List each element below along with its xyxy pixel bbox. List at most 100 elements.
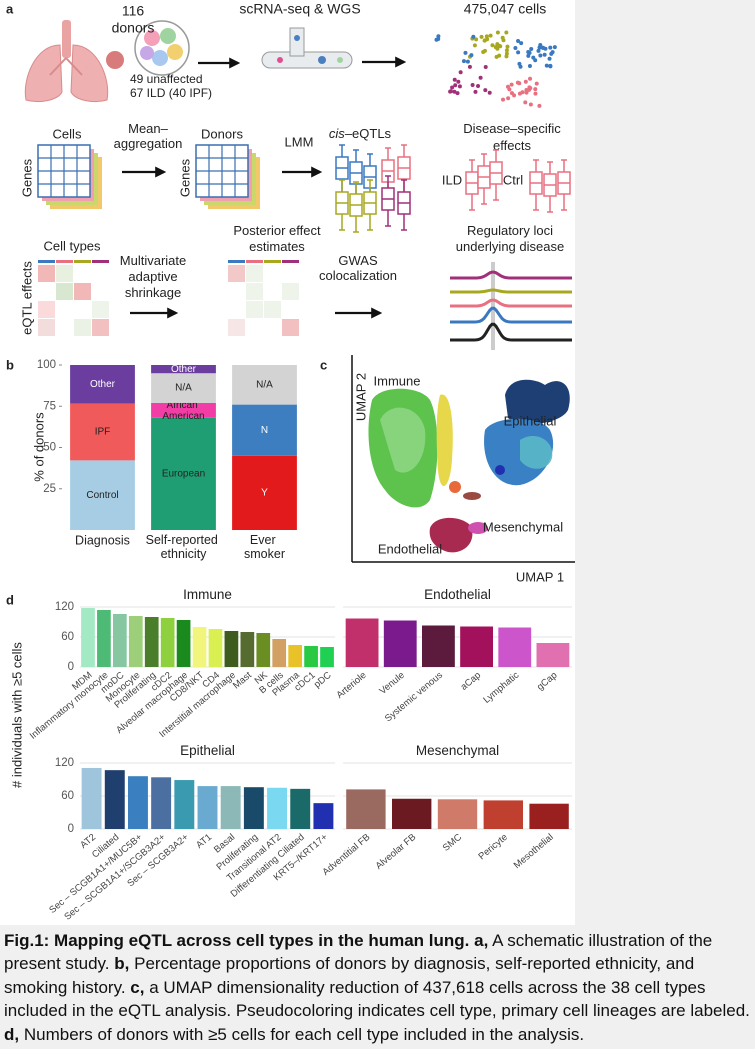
cluster bbox=[436, 394, 453, 487]
cell-dot bbox=[524, 88, 529, 93]
y-tick-label: 0 bbox=[68, 823, 74, 835]
cell-dot bbox=[523, 79, 528, 84]
track bbox=[450, 306, 572, 324]
tube bbox=[289, 27, 305, 57]
tube bbox=[261, 51, 353, 69]
text: Disease–specific effects bbox=[463, 121, 561, 153]
segment-label: IPF bbox=[95, 427, 111, 438]
y-tick-label: 60 bbox=[61, 631, 74, 643]
cell-dot bbox=[453, 83, 458, 88]
boxplot bbox=[335, 179, 349, 231]
text: 67 ILD (40 IPF) bbox=[130, 86, 212, 100]
cell bbox=[160, 28, 176, 44]
bar bbox=[208, 629, 223, 667]
text: cis bbox=[329, 126, 345, 141]
segment-label: N/A bbox=[256, 379, 273, 390]
cluster-label: Endothelial bbox=[378, 541, 442, 556]
track bbox=[450, 288, 572, 294]
heat-cell bbox=[56, 265, 73, 282]
cell-dot bbox=[528, 76, 533, 81]
bronchi bbox=[49, 57, 83, 76]
heatmap bbox=[38, 260, 109, 336]
x-tick-label: Mast bbox=[231, 670, 254, 692]
matrix bbox=[195, 144, 249, 198]
caption-label: b, bbox=[114, 954, 130, 974]
heat-cell bbox=[74, 283, 91, 300]
boxplot bbox=[381, 175, 395, 227]
caption: Fig.1: Mapping eQTL across cell types in… bbox=[4, 929, 754, 1046]
x-tick-label-line: Self-reported bbox=[146, 533, 222, 547]
cell bbox=[167, 44, 183, 60]
x-tick-label: pDC bbox=[312, 670, 334, 691]
text-line: colocalization bbox=[319, 268, 397, 283]
caption-text: A schematic illustration of the present … bbox=[4, 931, 713, 974]
cell-dot bbox=[482, 48, 487, 53]
cell-dot bbox=[528, 102, 533, 107]
cell-dot bbox=[504, 54, 509, 59]
bar bbox=[498, 627, 532, 667]
cell-dot bbox=[538, 53, 543, 58]
bar-segment bbox=[151, 417, 216, 530]
matrix-stack bbox=[195, 144, 260, 209]
text: Mean– aggregation bbox=[114, 121, 183, 151]
cell-dot bbox=[528, 86, 533, 91]
cell-dot bbox=[534, 81, 539, 86]
x-tick-label: Ever smoker bbox=[244, 533, 285, 561]
cell-dot bbox=[504, 30, 509, 35]
cell-dot bbox=[458, 70, 463, 75]
bar bbox=[81, 608, 95, 667]
y-axis-label: % of donors bbox=[31, 412, 46, 482]
caption-text: Numbers of donors with ≥5 cells for each… bbox=[23, 1024, 585, 1044]
panel-label: d bbox=[6, 592, 14, 607]
segment-label: N/A bbox=[175, 383, 192, 394]
bead bbox=[294, 35, 300, 41]
text: eQTL effects bbox=[19, 261, 34, 335]
caption-label: c, bbox=[130, 977, 145, 997]
segment-label-line: American bbox=[162, 411, 204, 422]
x-tick-label-line: Ever bbox=[250, 533, 279, 547]
cell-dot bbox=[518, 64, 523, 69]
text: Cell types bbox=[43, 238, 101, 253]
heat-cell bbox=[246, 283, 263, 300]
cell-dot bbox=[509, 82, 514, 87]
bar bbox=[224, 631, 239, 667]
x-tick-label: Sec – SCGB1A1+/MUC5B+ bbox=[47, 832, 145, 916]
y-tick-label: 0 bbox=[68, 661, 74, 673]
segment-label: Control bbox=[86, 490, 118, 501]
heat-cell bbox=[246, 265, 263, 282]
cell-dot bbox=[484, 34, 489, 39]
panel-label: b bbox=[6, 357, 14, 372]
panel-label: a bbox=[6, 1, 14, 16]
figure: a b c d 116 donors 49 unaffected 67 ILD … bbox=[0, 0, 575, 925]
heat-cell bbox=[228, 265, 245, 282]
cell-dot bbox=[471, 34, 476, 39]
bar bbox=[128, 616, 143, 667]
cell-dot bbox=[461, 59, 466, 64]
boxplot bbox=[529, 159, 543, 211]
cell-dot bbox=[536, 48, 541, 53]
caption-text: a UMAP dimensionality reduction of 437,6… bbox=[4, 977, 750, 1021]
cell-dot bbox=[448, 89, 453, 94]
cluster bbox=[449, 481, 461, 493]
bar bbox=[392, 798, 432, 829]
axis-label: UMAP 2 bbox=[353, 373, 368, 421]
cell-dot bbox=[537, 45, 542, 50]
boxplot bbox=[477, 153, 491, 205]
cluster bbox=[463, 492, 481, 500]
bar bbox=[81, 767, 102, 829]
cell-dot bbox=[552, 45, 557, 50]
text: Multivariate adaptive shrinkage bbox=[120, 253, 186, 300]
trachea bbox=[62, 20, 71, 58]
matrix bbox=[37, 144, 91, 198]
cell-dot bbox=[457, 84, 462, 89]
bar bbox=[151, 777, 172, 829]
cell-dot bbox=[533, 87, 538, 92]
cell-dot bbox=[542, 52, 547, 57]
cell bbox=[144, 30, 160, 46]
text: 116 bbox=[122, 3, 145, 19]
boxplot bbox=[543, 161, 557, 213]
bar bbox=[112, 614, 127, 667]
cell-dot bbox=[513, 45, 518, 50]
cell-dot bbox=[527, 64, 532, 69]
text-line: Disease–specific bbox=[463, 121, 561, 136]
